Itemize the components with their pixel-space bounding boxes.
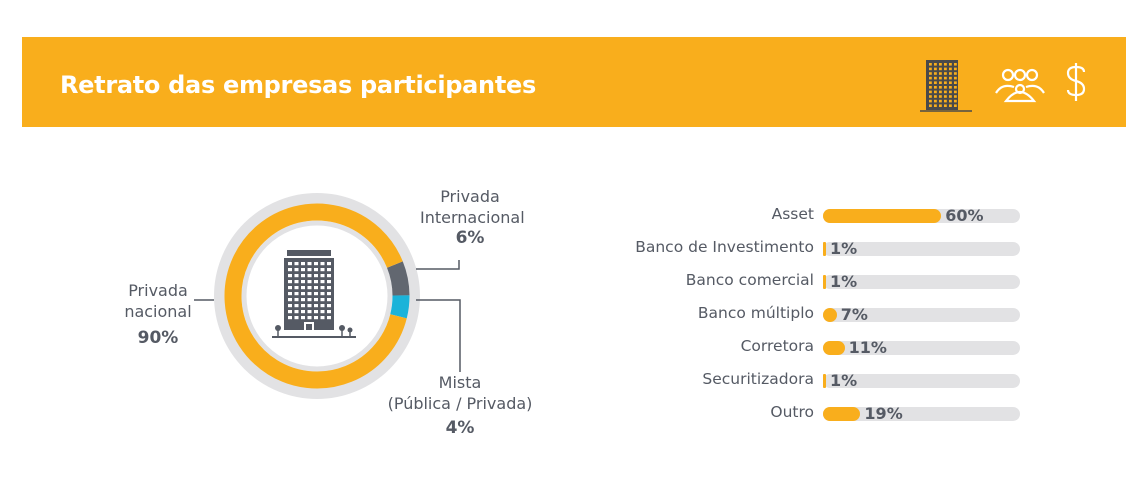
page-title: Retrato das empresas participantes	[60, 71, 536, 99]
people-icon	[995, 68, 1045, 103]
bar-category-label: Banco de Investimento	[635, 238, 814, 256]
slice-value: 4%	[445, 418, 475, 438]
dollar-icon	[1066, 63, 1086, 101]
bar-track: 1%	[823, 371, 1020, 390]
slice-value: 90%	[137, 328, 179, 348]
label-mista: Mista (Pública / Privada) 4%	[384, 372, 536, 439]
slice-value: 6%	[455, 228, 485, 248]
center-building-icon	[272, 250, 356, 338]
donut-inner-ring	[241, 220, 393, 372]
bar-track: 11%	[823, 338, 1020, 357]
bar	[823, 242, 826, 256]
bar-value-label: 7%	[840, 305, 868, 324]
bar-track: 19%	[823, 404, 1020, 423]
label-privada-nacional: Privada nacional 90%	[110, 280, 206, 349]
bar-category-label: Asset	[771, 205, 814, 223]
bar-value-label: 1%	[830, 272, 858, 291]
label-privada-internacional: Privada Internacional 6%	[420, 186, 525, 249]
slice-name-line: Privada	[128, 281, 188, 300]
bar-track: 60%	[823, 206, 1020, 225]
bar	[823, 407, 861, 421]
bar-track: 1%	[823, 272, 1020, 291]
bar-category-label: Securitizadora	[702, 370, 814, 388]
bar-value-label: 60%	[945, 206, 984, 225]
bar	[823, 374, 826, 388]
bar-value-label: 19%	[864, 404, 903, 423]
building-icon	[920, 60, 972, 112]
leader-lines	[194, 260, 461, 372]
bar-track: 1%	[823, 239, 1020, 258]
slice-name-line: Privada	[440, 187, 500, 206]
slice-name-line: Internacional	[420, 208, 525, 227]
bar-category-label: Banco comercial	[685, 271, 814, 289]
bar	[823, 308, 837, 322]
bar-category-label: Corretora	[740, 337, 814, 355]
bar-category-label: Banco múltiplo	[697, 304, 814, 322]
bar-value-label: 11%	[848, 338, 887, 357]
bar-category-label: Outro	[770, 403, 814, 421]
donut-slice	[224, 203, 407, 389]
slice-name-line: nacional	[124, 302, 192, 321]
slice-name-line: Mista	[438, 373, 482, 392]
header-banner: Retrato das empresas participantes	[22, 37, 1126, 127]
bar	[823, 275, 826, 289]
donut-outer-ring	[214, 193, 420, 399]
bar	[823, 209, 942, 223]
bar	[823, 341, 845, 355]
slice-name-line: (Pública / Privada)	[387, 394, 533, 413]
donut-slice	[386, 261, 410, 296]
bar-value-label: 1%	[830, 239, 858, 258]
donut-slice	[390, 295, 410, 319]
bar-track: 7%	[823, 305, 1020, 324]
bar-value-label: 1%	[830, 371, 858, 390]
